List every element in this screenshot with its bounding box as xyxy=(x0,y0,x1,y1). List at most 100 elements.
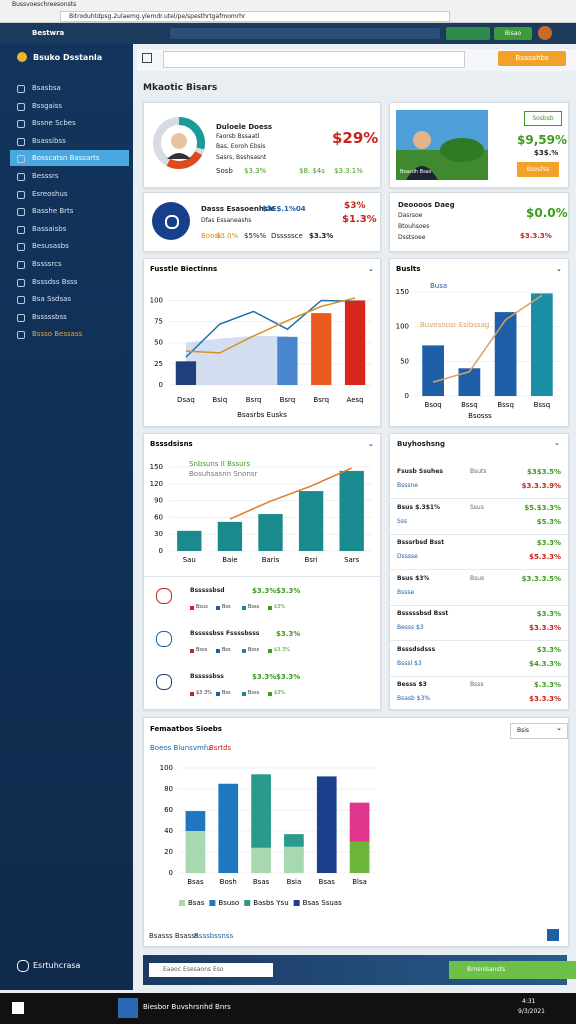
tag[interactable]: Sosbsb xyxy=(524,111,562,126)
chart-link[interactable]: Bsssbssnss xyxy=(194,932,234,940)
item-subvalue: $3.3.3.9% xyxy=(521,482,561,490)
task-app[interactable]: Biesbor Buvshrsnhd Bnrs xyxy=(143,1003,231,1011)
x-tick-label: Blsa xyxy=(352,878,367,886)
y-tick-label: 25 xyxy=(154,360,163,368)
menu-item[interactable]: Bsassibss xyxy=(10,133,129,149)
menu-icon[interactable] xyxy=(142,53,152,63)
menu-item[interactable]: Bssso Bessass xyxy=(10,326,129,342)
bar xyxy=(251,774,271,848)
menu-item[interactable]: Bassaisbs xyxy=(10,221,129,237)
page-button[interactable] xyxy=(547,929,559,941)
y-tick-label: 100 xyxy=(396,323,409,331)
y-tick-label: 120 xyxy=(150,480,163,488)
legend-label: Bsas Ssuas xyxy=(303,899,342,907)
item-v1: $3.3% xyxy=(252,587,277,595)
header-search[interactable] xyxy=(170,28,440,39)
x-tick-label: Bsoq xyxy=(425,401,442,409)
note: Bsrtds xyxy=(209,744,232,752)
y-tick-label: 80 xyxy=(164,785,173,793)
bar xyxy=(344,300,366,385)
chart-title: Femaatbos Sioebs xyxy=(150,725,222,733)
bar xyxy=(177,530,202,551)
legend-item: Bsas xyxy=(179,899,205,907)
menu-item[interactable]: Bssne Scbes xyxy=(10,115,129,131)
menu-item[interactable]: Bosscatsn Bassarts xyxy=(10,150,129,167)
header-action[interactable] xyxy=(446,27,490,40)
item-name: Fsusb Ssuhes xyxy=(397,468,443,475)
tag: Bsss xyxy=(196,647,208,653)
y-tick-label: 30 xyxy=(154,530,163,538)
sidebar-footer[interactable]: Esrtuhcrasa xyxy=(33,961,81,970)
x-tick-label: Sau xyxy=(183,556,196,564)
y-tick-label: 100 xyxy=(160,764,173,772)
legend-label: Buvesnosr Esibssag xyxy=(420,321,489,329)
menu-item[interactable]: Bsa Ssdsas xyxy=(10,291,129,307)
menu-item[interactable]: Bsssdss Bsss xyxy=(10,274,129,290)
header-button[interactable]: Bisao xyxy=(494,27,532,40)
x-tick-label: Bsiq xyxy=(212,396,227,404)
line: Dfas Essaneashs xyxy=(201,217,252,224)
menu-item[interactable]: Bssgaiss xyxy=(10,98,129,114)
tag-swatch xyxy=(242,649,246,653)
y-tick-label: 40 xyxy=(164,827,173,835)
legend-label: Basbs Ysu xyxy=(253,899,288,907)
card-button[interactable]: Bsosfss xyxy=(517,162,559,177)
menu-item[interactable]: Besssrs xyxy=(10,168,129,184)
row: Dsssssce xyxy=(271,232,303,240)
footer-icon xyxy=(17,960,29,972)
list-item: Bsssssbss $3.3% $3.3% $3.3% Bss Bsss $3% xyxy=(144,669,380,709)
avatar[interactable] xyxy=(538,26,552,40)
bottom-search[interactable]: Eaaoc Esesaons Eso xyxy=(149,963,273,977)
list-title: Buyhoshsng xyxy=(397,440,445,448)
sidebar: Bsuko Dsstanla Esrtuhcrasa Bsasbsa Bssgai… xyxy=(0,44,133,990)
item-value: $5.$3.3% xyxy=(524,503,561,512)
tree xyxy=(440,138,484,162)
chart-card: Bsssdsisns ⌄ 0 30 60 90 120 150 Sau Baie Baris Bsri… xyxy=(143,433,381,710)
x-tick-label: Sars xyxy=(344,556,360,564)
bar xyxy=(175,361,197,385)
item-value: $3.3% xyxy=(536,610,561,618)
legend-item: Bsuso xyxy=(209,899,239,907)
row: $3.3% xyxy=(244,167,267,175)
line: Dsstsoee xyxy=(398,234,426,241)
start[interactable] xyxy=(12,1002,24,1014)
item-name: Bsssdsdsss xyxy=(397,645,436,653)
tag: Bsus xyxy=(196,604,208,610)
menu-item[interactable]: Bsasbsa xyxy=(10,80,129,96)
chevron: ⌄ xyxy=(556,724,562,732)
tab[interactable]: Bussvoeschreesonsts xyxy=(12,1,77,8)
search-button[interactable]: Bsasahbs xyxy=(498,51,566,66)
ring-b xyxy=(153,117,205,169)
item-value: $3.3.3.5% xyxy=(521,574,561,583)
bottom-button[interactable]: Brnsnlsansts xyxy=(449,961,576,979)
legend-item: Busa xyxy=(430,282,447,290)
tag: Bss xyxy=(222,690,231,696)
x-tick-label: Bssq xyxy=(497,401,514,409)
list-item: Bsus $.3$1% Ssus $5.$3.3% Sss $5.3% xyxy=(390,500,568,535)
search-box[interactable] xyxy=(163,51,465,68)
icon-glyph xyxy=(165,215,179,229)
bar xyxy=(339,470,364,551)
big-value: $0.0% xyxy=(526,206,568,220)
app-icon[interactable] xyxy=(118,998,138,1018)
legend-swatch xyxy=(209,900,216,906)
menu-item[interactable]: Bsssssbss xyxy=(10,309,129,325)
photo xyxy=(396,110,488,180)
chart-card: Fusstle Biectinns ⌄ Bsasrbs Eusks 0 25 50 75 10… xyxy=(143,258,381,427)
stat-card: Dasss Esasoenhsle $3E$.1%04 Dfas Essanea… xyxy=(143,192,381,252)
item-mid: Bsss xyxy=(470,681,484,688)
item-sub: Dsssse xyxy=(397,553,418,560)
menu-item[interactable]: Besusasbs xyxy=(10,238,129,254)
chevron: ⌄ xyxy=(556,265,562,273)
row: Boosk xyxy=(201,232,223,240)
chevron[interactable]: ⌄ xyxy=(554,439,560,447)
url-bar[interactable]: Bitroduhtdpsg.2ulaemg.ylemdr.utel/pe/spe… xyxy=(60,11,450,22)
bar xyxy=(185,811,206,831)
menu-item[interactable]: Esreoshus xyxy=(10,186,129,202)
list-item: Bsssssbsd Bsst $3.3% Besss $3 $3.3.3% xyxy=(390,606,568,641)
suit xyxy=(406,166,438,180)
chart-button[interactable]: Bsis xyxy=(510,723,568,739)
avatar-ring xyxy=(153,117,205,169)
menu-item[interactable]: Bssssrcs xyxy=(10,256,129,272)
menu-item[interactable]: Basshe Brts xyxy=(10,203,129,219)
